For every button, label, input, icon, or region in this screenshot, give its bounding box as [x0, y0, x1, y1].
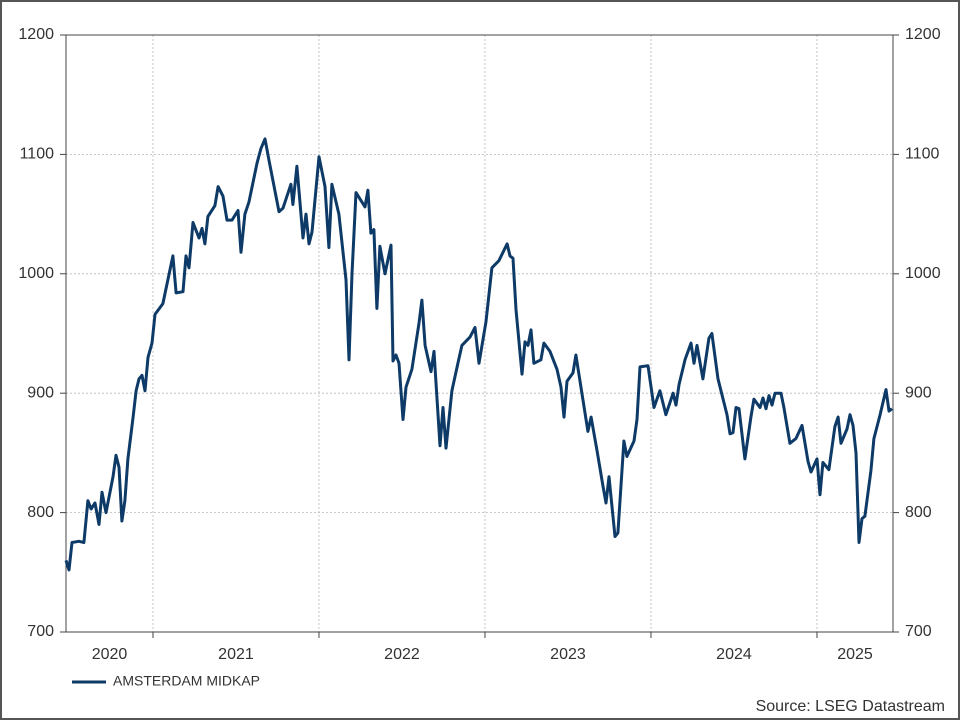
y-tick-label: 1000 — [18, 265, 54, 282]
y-tick-label: 1200 — [18, 26, 54, 43]
y2-tick-label: 700 — [905, 623, 932, 640]
x-tick-label: 2020 — [92, 646, 128, 663]
x-tick-label: 2021 — [218, 646, 254, 663]
y2-tick-label: 800 — [905, 504, 932, 521]
axis-box — [65, 34, 894, 633]
y-tick-label: 1100 — [20, 146, 55, 163]
y2-tick-label: 1200 — [905, 26, 941, 43]
source: Source: LSEG Datastream — [756, 698, 945, 715]
x-tick-label: 2023 — [550, 646, 586, 663]
legend-label: AMSTERDAM MIDKAP — [113, 673, 260, 689]
data-line — [64, 137, 893, 572]
x-tick-label: 2022 — [384, 646, 420, 663]
x-tick-label: 2025 — [837, 646, 873, 663]
y-tick-label: 700 — [27, 623, 54, 640]
x-tick-label: 2024 — [716, 646, 752, 663]
y2-tick-label: 1000 — [905, 265, 941, 282]
y-tick-label: 900 — [27, 384, 54, 401]
y2-tick-label: 900 — [905, 384, 932, 401]
y2-tick-label: 1100 — [905, 146, 940, 163]
y-tick-label: 800 — [27, 504, 54, 521]
